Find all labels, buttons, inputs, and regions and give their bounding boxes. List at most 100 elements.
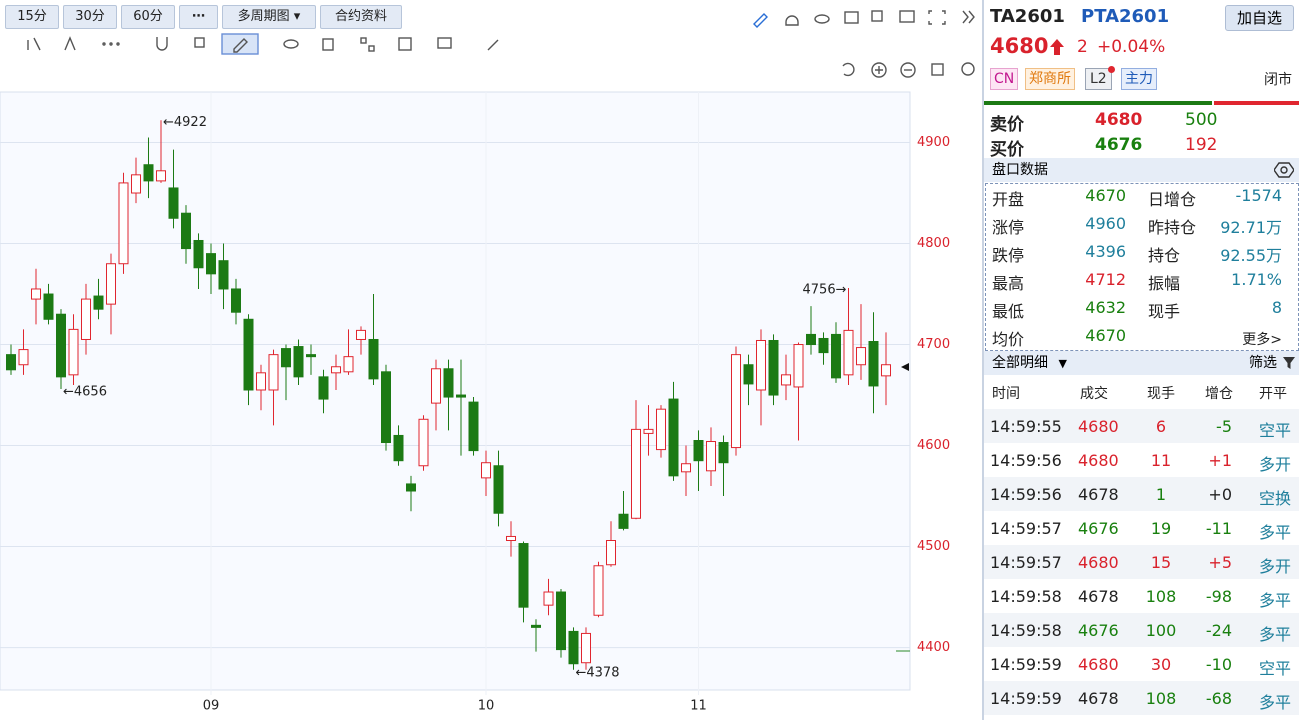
trade-type: 多平 [1259,693,1292,712]
stats-header: 盘口数据 [984,158,1299,182]
trade-qty: 108 [1145,689,1177,708]
grid-icon[interactable] [368,45,375,52]
candle-body [468,401,479,452]
trade-qty: 11 [1150,451,1172,470]
camera[interactable] [844,11,859,24]
candle-body [856,347,866,366]
watch-button[interactable]: 加自选 [1225,5,1294,31]
monitor[interactable] [899,10,915,23]
candle-body [556,591,566,651]
stat-value: 92.55万 [1220,246,1282,265]
dropdown[interactable]: ▼ [1058,357,1067,370]
period-button[interactable]: 30分 [63,5,117,29]
book-cell: 500 [1185,110,1218,130]
fullscreen[interactable] [928,10,946,25]
candle-body [443,368,454,398]
trade-oi: -5 [1216,417,1232,436]
candle-body [868,341,879,387]
zoom-in[interactable] [871,62,887,78]
trade-time: 14:59:58 [990,621,1062,640]
column-header: 时间 [992,386,1020,402]
candle-body [193,239,204,269]
stat-label: 最低 [992,302,1025,321]
candle-body [668,398,679,477]
trade-time: 14:59:56 [990,485,1062,504]
candle-body [781,374,791,386]
ruler[interactable] [487,39,499,51]
extreme-label: ←4656 [63,384,107,399]
candle-body [706,441,716,472]
more-button[interactable]: ⋯ [179,5,218,29]
row-bg [984,613,1299,647]
stat-value: 4396 [1085,242,1126,261]
hex [1274,162,1294,178]
stat-value: 1.71% [1231,270,1282,289]
candle-body [731,354,741,449]
y-tick-label: 4700 [917,337,950,352]
period-button[interactable]: 15分 [5,5,59,29]
trade-oi: +0 [1208,485,1232,504]
name: PTA2601 [1081,6,1170,27]
label: 多周期图 [237,9,290,24]
trade-qty: 1 [1155,485,1167,504]
candle-body [681,463,691,473]
toolbar-icons [27,10,975,78]
trade-oi: +1 [1208,451,1232,470]
candle-body [456,394,466,398]
trash[interactable] [322,38,334,51]
candle-body [806,333,816,346]
eye[interactable] [283,39,299,49]
reset[interactable] [931,63,944,76]
gear[interactable] [1274,161,1294,179]
edit[interactable] [753,13,768,28]
comment[interactable] [437,37,452,49]
candle-body [743,364,754,385]
grid-icon[interactable] [360,37,367,44]
funnel-shape [1283,357,1295,369]
candle-body [6,354,16,371]
status: 闭市 [1264,72,1292,88]
info-button[interactable]: 合约资料 [320,5,402,29]
title: 全部明细 [992,355,1048,371]
book-cell: 4680 [1095,110,1143,130]
candle-body [18,349,29,366]
zoom-out[interactable] [900,62,916,78]
buy-bar [984,101,1212,105]
stat-value: 92.71万 [1220,218,1282,237]
row-bg [984,545,1299,579]
collapse[interactable] [962,10,975,24]
filter[interactable]: 筛选 [1249,355,1277,371]
trade-price: 4680 [1078,417,1119,436]
column-header: 现手 [1147,386,1175,402]
stat-label: 日增仓 [1148,190,1197,209]
trade-time: 14:59:59 [990,689,1062,708]
trade-type: 空平 [1259,421,1292,440]
code: TA2601 [990,6,1065,27]
trade-type: 多平 [1259,523,1292,542]
up-arrow [1050,39,1064,55]
divider [982,0,984,720]
cloud[interactable] [814,14,830,24]
settings[interactable] [961,62,975,76]
candle-body [31,288,41,300]
candle-body [106,263,116,305]
multi-period-button[interactable]: 多周期图 ▾ [222,5,316,29]
bell[interactable] [785,15,799,26]
candle-body [131,174,141,194]
trade-type: 空平 [1259,659,1292,678]
candle-body [543,591,554,606]
magnet [156,37,168,51]
trade-qty: 108 [1145,587,1177,606]
candle-body [431,368,441,404]
export[interactable] [398,37,412,51]
row-bg [984,681,1299,715]
undo[interactable] [842,62,855,77]
dot [109,42,113,46]
period-button[interactable]: 60分 [121,5,175,29]
candle-body [881,364,891,377]
copy[interactable] [871,10,883,22]
trade-qty: 19 [1150,519,1172,538]
book-cell: 4676 [1095,135,1143,155]
pen-active[interactable] [221,33,259,55]
more-link[interactable]: 更多> [1242,332,1282,348]
